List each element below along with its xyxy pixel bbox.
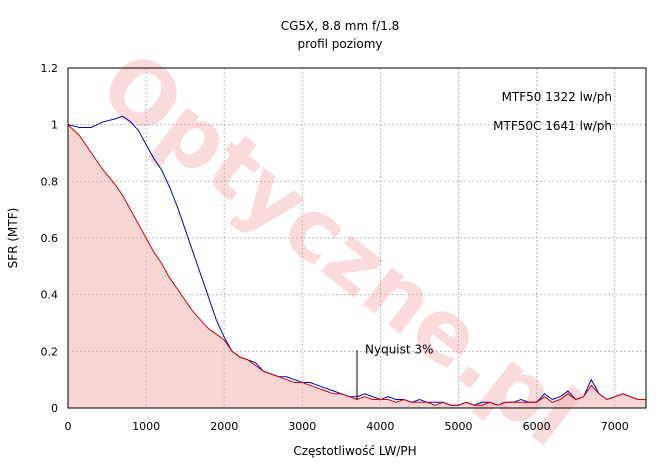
mtf-series-blue <box>67 115 646 406</box>
x-tick-label: 6000 <box>523 420 551 433</box>
area-fill <box>68 124 646 409</box>
x-tick-label: 0 <box>65 420 72 433</box>
x-tick-labels: 0 1000 2000 3000 4000 5000 6000 7000 <box>65 420 629 433</box>
mtf-series-red <box>67 124 646 406</box>
x-tick-label: 5000 <box>445 420 473 433</box>
x-tick-label: 3000 <box>288 420 316 433</box>
mtf50c-annotation: MTF50C 1641 lw/ph <box>493 119 612 133</box>
y-tick-labels: 0 0.2 0.4 0.6 0.8 1 1.2 <box>41 62 59 415</box>
nyquist-annotation: Nyquist 3% <box>365 343 433 357</box>
y-tick-label: 0.8 <box>41 175 59 188</box>
chart-subtitle: profil poziomy <box>297 37 382 51</box>
y-tick-label: 0.2 <box>41 345 59 358</box>
x-axis-label: Częstotliwość LW/PH <box>293 444 416 458</box>
mtf-area-fill <box>68 124 646 409</box>
y-tick-label: 1 <box>51 119 58 132</box>
y-tick-label: 0.6 <box>41 232 59 245</box>
series-lines <box>67 115 646 406</box>
plot-frame <box>67 67 647 409</box>
nyquist-marker: Nyquist 3% <box>356 343 433 400</box>
chart-title: CG5X, 8.8 mm f/1.8 <box>281 19 400 33</box>
x-tick-label: 1000 <box>132 420 160 433</box>
y-tick-label: 0 <box>51 402 58 415</box>
x-tick-label: 4000 <box>366 420 394 433</box>
mtf50-annotation: MTF50 1322 lw/ph <box>502 90 612 104</box>
x-tick-label: 2000 <box>210 420 238 433</box>
y-tick-label: 1.2 <box>41 62 59 75</box>
y-axis-label: SFR (MTF) <box>6 208 20 269</box>
x-tick-label: 7000 <box>601 420 629 433</box>
y-tick-label: 0.4 <box>41 289 59 302</box>
